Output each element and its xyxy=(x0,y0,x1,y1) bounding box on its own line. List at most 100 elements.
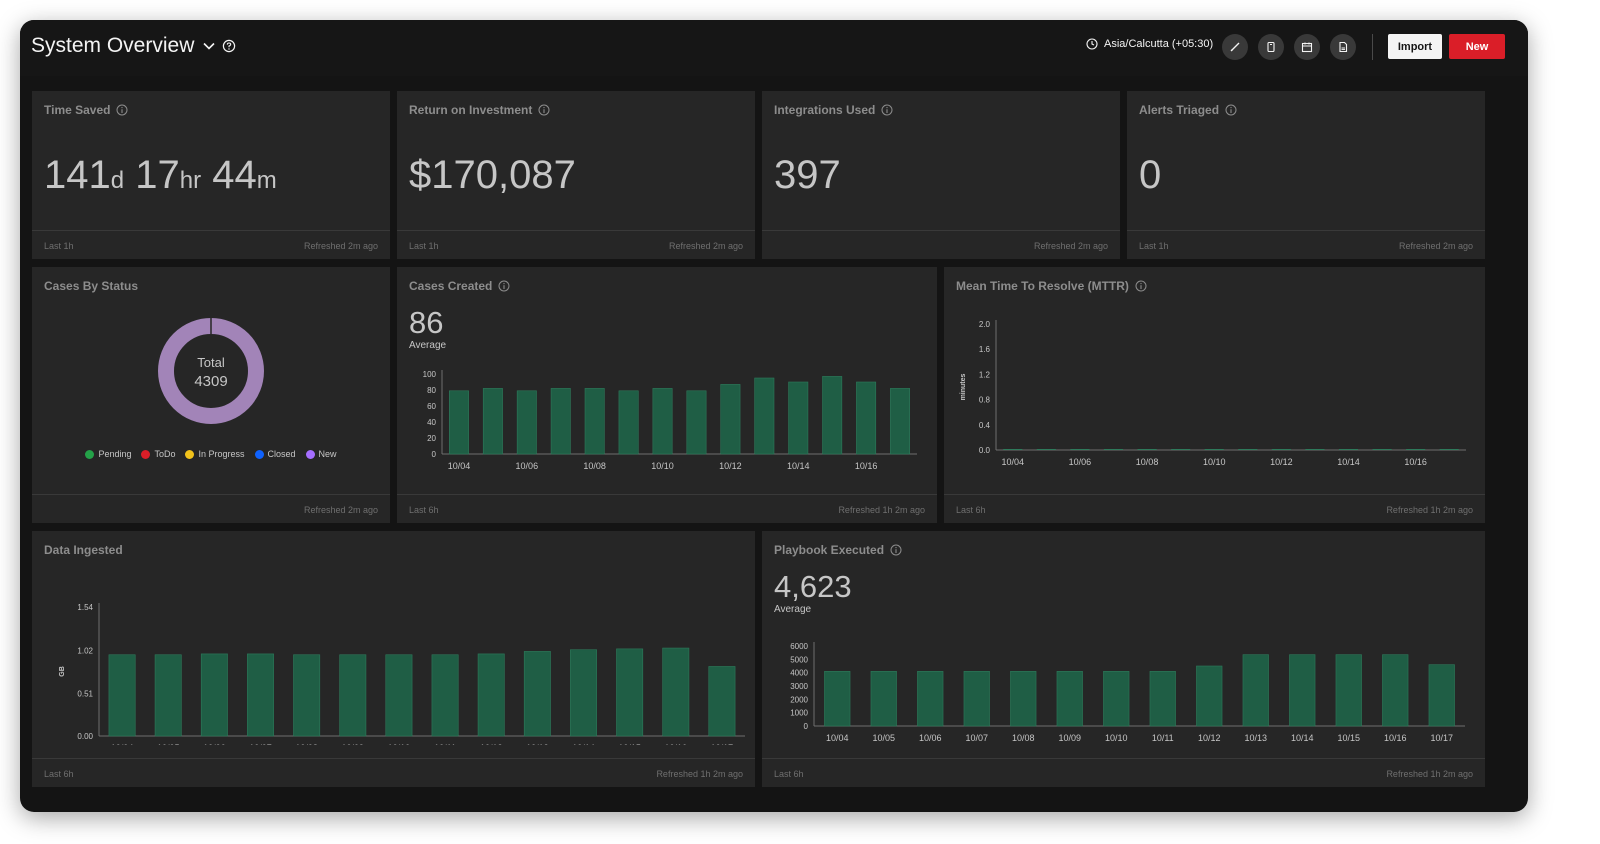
calendar-icon xyxy=(1301,42,1313,53)
time-range: Last 1h xyxy=(1139,241,1169,251)
bar-10-13 xyxy=(1242,654,1269,727)
schedule-button[interactable] xyxy=(1294,34,1320,60)
export-pdf-button[interactable] xyxy=(1330,34,1356,60)
legend-item[interactable]: Pending xyxy=(85,449,131,459)
days-unit: d xyxy=(110,167,125,194)
x-tick-label: 10/12 xyxy=(1270,457,1293,467)
info-icon[interactable] xyxy=(890,544,902,556)
average-label: Average xyxy=(409,340,447,351)
legend-item[interactable]: In Progress xyxy=(185,449,245,459)
info-icon[interactable] xyxy=(116,104,128,116)
legend-item[interactable]: Closed xyxy=(254,449,296,459)
x-tick-label: 10/16 xyxy=(665,743,688,745)
bar-10-04 xyxy=(824,671,851,727)
help-icon[interactable] xyxy=(222,39,236,53)
x-tick-label: 10/12 xyxy=(480,743,503,745)
y-tick-label: 5000 xyxy=(790,655,808,664)
y-tick-label: 0.51 xyxy=(77,689,93,698)
refresh-status: Refreshed 2m ago xyxy=(1033,241,1108,251)
info-icon[interactable] xyxy=(1225,104,1237,116)
info-icon[interactable] xyxy=(498,280,510,292)
legend-item[interactable]: New xyxy=(305,449,337,459)
new-button[interactable]: New xyxy=(1449,34,1505,59)
card-title: Playbook Executed xyxy=(774,543,902,557)
legend-item[interactable]: ToDo xyxy=(141,449,175,459)
mttr-title: Mean Time To Resolve (MTTR) xyxy=(956,279,1129,293)
info-icon[interactable] xyxy=(538,104,550,116)
x-tick-label: 10/13 xyxy=(526,743,549,745)
x-tick-label: 10/08 xyxy=(1012,733,1035,743)
legend-label: ToDo xyxy=(154,449,176,459)
page-title-group[interactable]: System Overview xyxy=(31,34,236,58)
status-legend: Pending ToDo In Progress Closed New xyxy=(32,449,390,459)
cases-created-chart[interactable]: 0 20 40 60 80 100 10/04 10/06 10/08 10/10 10/12 10/… xyxy=(397,362,937,482)
copy-button[interactable] xyxy=(1258,34,1284,60)
y-tick-label: 0 xyxy=(804,722,809,731)
y-tick-label: 3000 xyxy=(790,682,808,691)
bar-10-10 xyxy=(385,654,413,737)
bar-10-04 xyxy=(448,390,469,455)
data-ingested-card: Data Ingested 0.00 0.51 1.02 1.54 GB 10/04 10/… xyxy=(32,531,755,787)
chevron-down-icon[interactable] xyxy=(202,39,216,53)
y-tick-label: 1.2 xyxy=(979,370,991,379)
bar-10-04 xyxy=(108,654,136,737)
edit-button[interactable] xyxy=(1222,34,1248,60)
bar-10-05 xyxy=(482,388,503,455)
x-tick-label: 10/17 xyxy=(1430,733,1453,743)
bar-10-16 xyxy=(856,381,877,455)
x-tick-label: 10/04 xyxy=(111,743,134,745)
refresh-status: Refreshed 1h 2m ago xyxy=(1386,505,1473,515)
x-tick-label: 10/06 xyxy=(1069,457,1092,467)
minutes-value: 44 xyxy=(212,153,257,197)
x-tick-label: 10/09 xyxy=(1058,733,1081,743)
donut-slice-new[interactable] xyxy=(158,318,264,424)
timezone-selector[interactable]: Asia/Calcutta (+05:30) xyxy=(1086,38,1213,50)
bar-10-06 xyxy=(917,671,944,727)
y-tick-label: 60 xyxy=(427,402,436,411)
card-title: Data Ingested xyxy=(44,543,123,557)
time-range: Last 1h xyxy=(44,241,74,251)
time-range: Last 1h xyxy=(409,241,439,251)
bar-10-15 xyxy=(1335,654,1362,727)
card-title: Return on Investment xyxy=(409,103,550,117)
pencil-icon xyxy=(1230,42,1240,52)
legend-label: Closed xyxy=(267,449,296,459)
data-ingested-chart[interactable]: 0.00 0.51 1.02 1.54 GB 10/04 10/05 10/06 10/07 10… xyxy=(32,575,755,745)
card-title: Time Saved xyxy=(44,103,128,117)
days-value: 141 xyxy=(44,153,111,197)
x-tick-label: 10/16 xyxy=(1404,457,1427,467)
status-donut-chart[interactable]: Total 4309 xyxy=(157,317,265,425)
y-tick-label: 0.4 xyxy=(979,421,991,430)
bar-10-09 xyxy=(618,390,639,455)
x-tick-label: 10/16 xyxy=(855,461,878,471)
time-range: Last 6h xyxy=(44,769,74,779)
card-footer: Last 1h Refreshed 2m ago xyxy=(1127,230,1485,259)
x-tick-label: 10/08 xyxy=(295,743,318,745)
roi-title: Return on Investment xyxy=(409,103,533,117)
bar-10-12 xyxy=(720,384,741,455)
time-saved-title: Time Saved xyxy=(44,103,111,117)
playbook-title: Playbook Executed xyxy=(774,543,885,557)
playbook-chart[interactable]: 0 1000 2000 3000 4000 5000 6000 10/04 10/05 10/06… xyxy=(762,626,1485,746)
x-tick-label: 10/14 xyxy=(572,743,595,745)
info-icon[interactable] xyxy=(1135,280,1147,292)
info-icon[interactable] xyxy=(881,104,893,116)
refresh-status: Refreshed 2m ago xyxy=(303,241,378,251)
bar-10-11 xyxy=(431,654,459,737)
legend-dot xyxy=(305,449,315,459)
import-button[interactable]: Import xyxy=(1388,34,1442,59)
x-tick-label: 10/12 xyxy=(719,461,742,471)
bar-10-10 xyxy=(652,388,673,455)
roi-value: $170,087 xyxy=(409,153,576,197)
toolbar-divider xyxy=(1372,34,1373,60)
card-title: Mean Time To Resolve (MTTR) xyxy=(956,279,1147,293)
x-tick-label: 10/04 xyxy=(1002,457,1025,467)
mttr-chart[interactable]: 0.0 0.4 0.8 1.2 1.6 2.0 minutes 10/04 10/06 10/08… xyxy=(944,311,1485,481)
bar-10-17 xyxy=(890,388,911,455)
x-tick-label: 10/10 xyxy=(1203,457,1226,467)
x-tick-label: 10/07 xyxy=(965,733,988,743)
y-tick-label: 0.00 xyxy=(77,732,93,741)
playbook-average: 4,623 xyxy=(774,569,852,604)
y-tick-label: 80 xyxy=(427,386,436,395)
bar-10-05 xyxy=(870,671,897,727)
